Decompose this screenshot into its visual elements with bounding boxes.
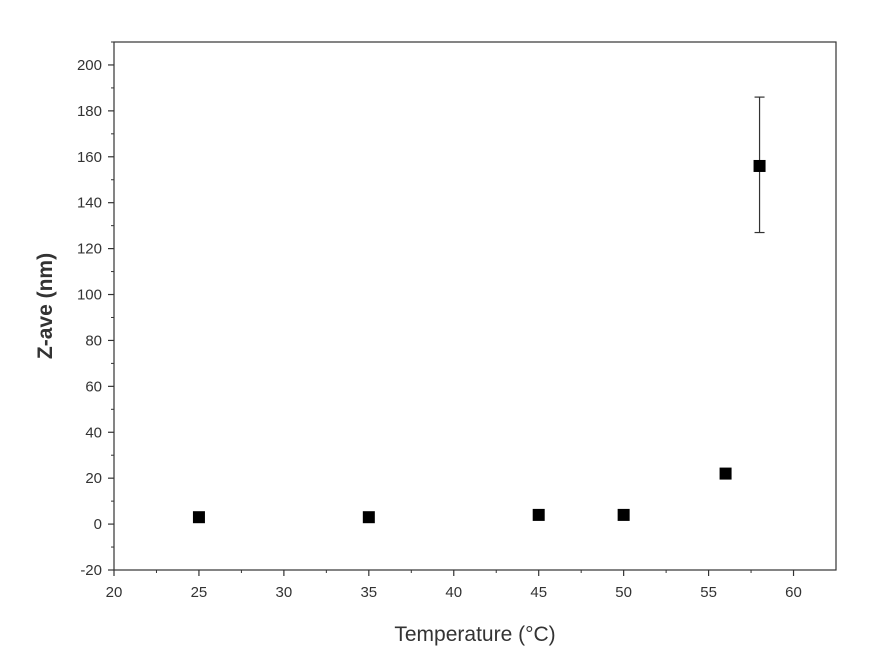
x-axis-label: Temperature (°C)	[394, 623, 555, 646]
data-point	[532, 508, 545, 521]
x-tick-label: 25	[191, 584, 208, 601]
y-tick-label: 120	[77, 241, 102, 258]
y-axis-label: Z-ave (nm)	[34, 253, 57, 359]
x-tick-label: 45	[530, 584, 547, 601]
data-point	[362, 511, 375, 524]
x-tick-label: 20	[106, 584, 123, 601]
plot-frame	[113, 41, 837, 571]
x-tick-label: 50	[615, 584, 632, 601]
x-tick-label: 35	[360, 584, 377, 601]
y-axis: -20 0 20 40 60 80 100 120 140 160 180 200	[77, 41, 114, 579]
y-tick-label: 80	[85, 332, 102, 349]
y-tick-label: -20	[80, 562, 102, 579]
y-tick-label: 160	[77, 149, 102, 166]
data-point	[617, 508, 630, 521]
data-point	[753, 159, 766, 172]
y-tick-label: 200	[77, 57, 102, 74]
y-tick-label: 140	[77, 195, 102, 212]
data-point	[192, 511, 205, 524]
data-point	[719, 467, 732, 480]
y-tick-label: 60	[85, 378, 102, 395]
y-tick-label: 20	[85, 470, 102, 487]
x-tick-label: 60	[785, 584, 802, 601]
y-tick-label: 100	[77, 287, 102, 304]
data-points	[192, 159, 766, 524]
y-tick-label: 40	[85, 424, 102, 441]
y-tick-label: 0	[94, 516, 102, 533]
x-axis: 20 25 30 35 40 45 50 55 60	[106, 570, 802, 601]
y-tick-label: 180	[77, 103, 102, 120]
x-tick-label: 30	[276, 584, 293, 601]
x-tick-label: 40	[445, 584, 462, 601]
x-tick-label: 55	[700, 584, 717, 601]
